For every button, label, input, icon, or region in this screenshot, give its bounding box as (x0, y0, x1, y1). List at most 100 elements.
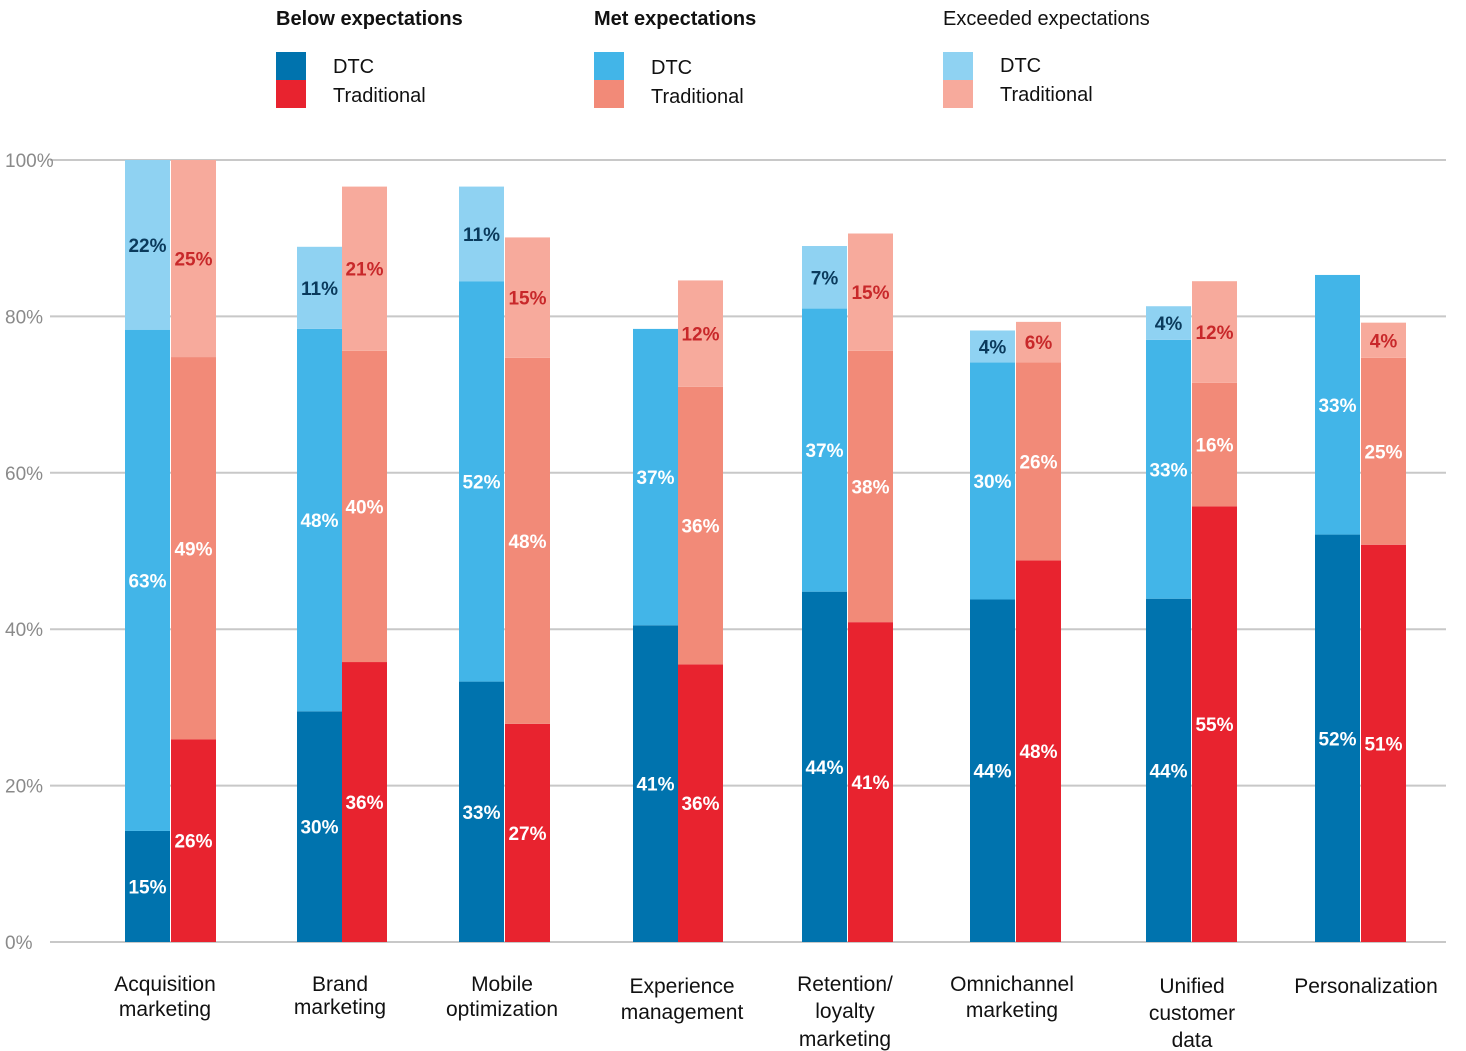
data-label: 37% (805, 441, 843, 462)
bar-segment (678, 280, 723, 387)
data-label: 7% (811, 268, 839, 289)
category-label-line: Unified (1159, 975, 1224, 998)
legend-swatch (594, 80, 624, 108)
bar-segment (1192, 281, 1237, 383)
category-label: Brand marketing (294, 973, 386, 1019)
bar-segment (125, 329, 170, 831)
legend-swatch (594, 52, 624, 80)
data-label: 25% (1364, 442, 1402, 463)
category-label-line: Acquisition (114, 973, 216, 996)
bar-segment (1016, 321, 1061, 363)
data-label: 26% (1019, 452, 1057, 473)
bar-segment (848, 622, 893, 942)
bar-segment (1315, 274, 1360, 535)
bar-segment (171, 739, 216, 942)
data-label: 15% (851, 283, 889, 304)
data-label: 37% (636, 468, 674, 489)
bar-segment (125, 830, 170, 942)
bar-segment (1192, 382, 1237, 507)
legend-swatch (943, 52, 973, 80)
data-label: 36% (345, 793, 383, 814)
data-label: 30% (973, 472, 1011, 493)
data-label: 33% (1318, 396, 1356, 417)
y-tick-label: 40% (5, 620, 43, 641)
bar-segment (678, 386, 723, 665)
bar-segment (297, 328, 342, 712)
legend-group-title: Met expectations (594, 8, 756, 30)
bar-segment (342, 186, 387, 351)
category-label-line: marketing (294, 996, 386, 1019)
bar-segment (297, 711, 342, 942)
data-label: 12% (681, 325, 719, 346)
bar-segment (1016, 560, 1061, 942)
bar-segment (459, 281, 504, 682)
category-label: Unified customer data (1149, 975, 1235, 1051)
bar-segment (297, 246, 342, 329)
data-label: 48% (1019, 742, 1057, 763)
data-label: 4% (1370, 331, 1398, 352)
bar-segment (802, 308, 847, 592)
bar-segment (459, 186, 504, 282)
bar-segment (1016, 362, 1061, 561)
y-axis: 0% 20% 40% 60% 80% 100% (5, 151, 54, 954)
category-label-line: management (621, 1001, 744, 1024)
data-label: 33% (1149, 460, 1187, 481)
data-label: 48% (508, 532, 546, 553)
legend-swatch (943, 80, 973, 108)
legend-group-title: Exceeded expectations (943, 8, 1150, 30)
category-label-line: optimization (446, 998, 558, 1021)
bar-segment (1361, 322, 1406, 358)
category-label-line: Personalization (1294, 975, 1438, 998)
bar-segment (1146, 306, 1191, 340)
bar-segment (1315, 534, 1360, 942)
category-label: Experience management (621, 975, 744, 1024)
bar-segment (678, 664, 723, 942)
bar-segment (633, 625, 678, 942)
data-label: 16% (1195, 436, 1233, 457)
y-tick-label: 60% (5, 464, 43, 485)
data-label: 15% (508, 289, 546, 310)
bar-segment (970, 362, 1015, 600)
data-label: 25% (174, 250, 212, 271)
legend-group-title: Below expectations (276, 8, 463, 30)
bar-segment (970, 599, 1015, 942)
category-label: Personalization (1294, 975, 1438, 998)
y-tick-label: 80% (5, 307, 43, 328)
data-label: 44% (973, 762, 1011, 783)
category-label-line: customer (1149, 1002, 1235, 1025)
data-label: 55% (1195, 715, 1233, 736)
category-label: Omnichannel marketing (950, 973, 1074, 1022)
bars: 15% 63% 22% 30% 48% 11% 33% 52% 11% 41% 37% 44% 37% 7… (125, 160, 1406, 942)
bar-segment (633, 328, 678, 626)
legend-item-label: Traditional (1000, 84, 1093, 106)
data-label: 11% (301, 279, 338, 300)
data-label: 52% (462, 472, 500, 493)
data-label: 4% (1155, 314, 1183, 335)
data-label: 63% (128, 571, 166, 592)
bar-segment (802, 591, 847, 942)
legend-item-label: DTC (1000, 55, 1041, 77)
category-label: Acquisition marketing (114, 973, 216, 1021)
category-label-line: Experience (629, 975, 734, 998)
data-label: 4% (979, 338, 1007, 359)
data-label: 6% (1025, 333, 1053, 354)
category-label-line: Omnichannel (950, 973, 1074, 996)
data-label: 36% (681, 517, 719, 538)
bar-segment (802, 246, 847, 309)
data-label: 40% (345, 497, 383, 518)
category-label-line: marketing (799, 1028, 891, 1051)
bar-segment (848, 233, 893, 351)
legend: Below expectations DTC Traditional Met expe… (276, 8, 1150, 108)
data-label: 41% (636, 775, 674, 796)
category-label-line: data (1172, 1029, 1213, 1051)
category-label-line: loyalty (815, 1000, 875, 1023)
category-label-line: Mobile (471, 973, 533, 996)
data-label: 48% (300, 511, 338, 532)
legend-item-label: Traditional (651, 86, 744, 108)
category-label-line: Brand (312, 973, 368, 996)
data-label: 30% (300, 818, 338, 839)
category-label: Retention/loyalty marketing (797, 973, 893, 1051)
data-label: 36% (681, 794, 719, 815)
bar-segment (342, 662, 387, 942)
data-label: 15% (128, 877, 166, 898)
